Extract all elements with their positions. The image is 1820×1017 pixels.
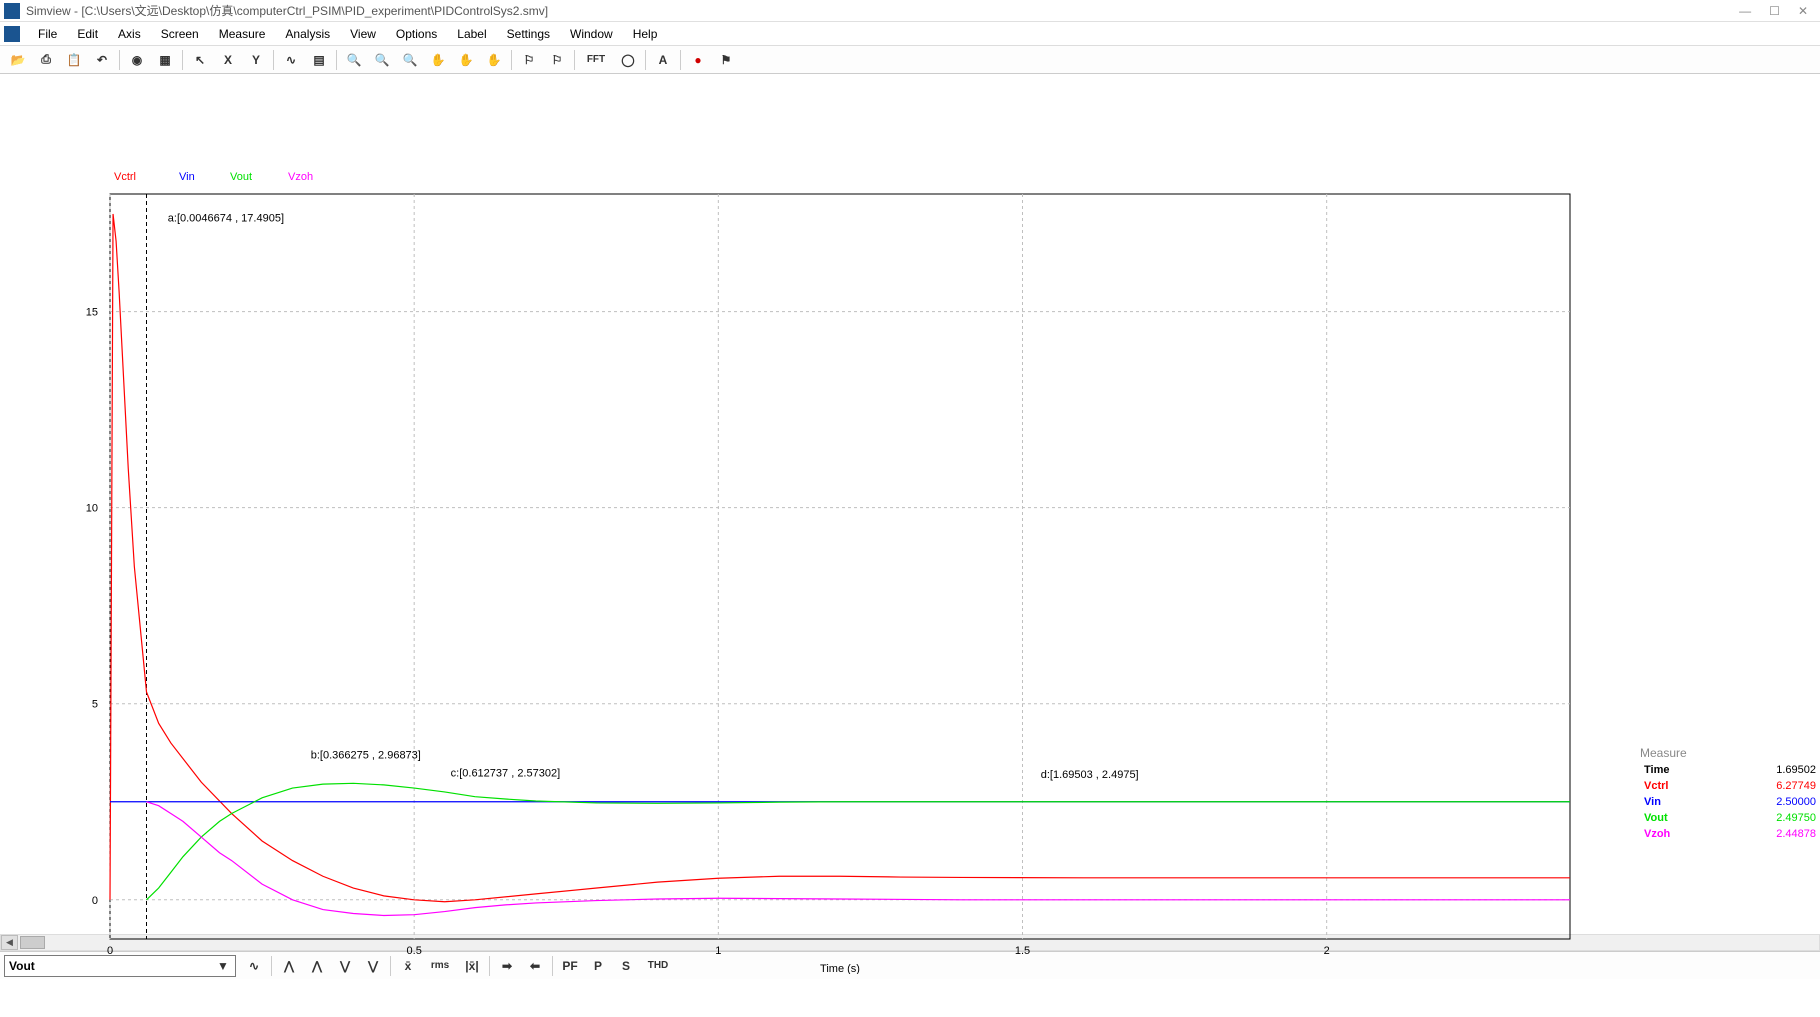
svg-text:0: 0 (92, 895, 98, 907)
doc-icon (4, 26, 20, 42)
grab-icon[interactable]: ✋ (481, 48, 507, 72)
svg-text:0.5: 0.5 (407, 945, 422, 957)
open-icon[interactable]: 📂 (5, 48, 31, 72)
menu-bar: FileEditAxisScreenMeasureAnalysisViewOpt… (0, 22, 1820, 46)
menu-window[interactable]: Window (560, 24, 623, 44)
top-toolbar: 📂⎙📋↶◉▦↖XY∿▤🔍🔍🔍✋✋✋⚐⚐FFT◯A●⚑ (0, 46, 1820, 74)
circle-icon[interactable]: ◯ (615, 48, 641, 72)
zoom-in-icon[interactable]: 🔍 (369, 48, 395, 72)
record-icon[interactable]: ● (685, 48, 711, 72)
maximize-button[interactable]: ☐ (1769, 4, 1780, 18)
menu-label[interactable]: Label (447, 24, 496, 44)
data-icon[interactable]: ▦ (152, 48, 178, 72)
curve-icon[interactable]: ∿ (278, 48, 304, 72)
window-controls: — ☐ ✕ (1739, 4, 1816, 18)
y-axis-btn[interactable]: Y (243, 48, 269, 72)
menu-axis[interactable]: Axis (108, 24, 151, 44)
pan-icon[interactable]: ✋ (425, 48, 451, 72)
zoom-out-icon[interactable]: 🔍 (397, 48, 423, 72)
measure-row-time: Time1.69502 (1640, 762, 1820, 778)
marker-icon[interactable]: ⚐ (516, 48, 542, 72)
chart-canvas[interactable]: 0 0.5 1 1.5 2 0 5 10 15 Time (s) Vctrl Vin Vout Vzoh a… (0, 74, 1820, 974)
svg-text:Time (s): Time (s) (820, 963, 860, 974)
svg-text:c:[0.612737 , 2.57302]: c:[0.612737 , 2.57302] (451, 767, 560, 779)
app-icon (4, 3, 20, 19)
measure-row-vin: Vin2.50000 (1640, 794, 1820, 810)
print-icon[interactable]: ⎙ (33, 48, 59, 72)
arrow-icon[interactable]: ↖ (187, 48, 213, 72)
title-bar: Simview - [C:\Users\文远\Desktop\仿真\comput… (0, 0, 1820, 22)
x-axis-btn[interactable]: X (215, 48, 241, 72)
svg-text:2: 2 (1324, 945, 1330, 957)
svg-text:Vin: Vin (179, 171, 195, 183)
measure-panel: Measure Time1.69502Vctrl6.27749Vin2.5000… (1640, 744, 1820, 842)
hand-icon[interactable]: ✋ (453, 48, 479, 72)
menu-measure[interactable]: Measure (209, 24, 276, 44)
menu-screen[interactable]: Screen (151, 24, 209, 44)
clipboard-icon[interactable]: 📋 (61, 48, 87, 72)
menu-help[interactable]: Help (623, 24, 668, 44)
svg-text:a:[0.0046674 , 17.4905]: a:[0.0046674 , 17.4905] (168, 212, 284, 224)
undo-icon[interactable]: ↶ (89, 48, 115, 72)
marker2-icon[interactable]: ⚐ (544, 48, 570, 72)
menu-analysis[interactable]: Analysis (275, 24, 340, 44)
flag-icon[interactable]: ⚑ (713, 48, 739, 72)
measure-title: Measure (1640, 744, 1820, 762)
menu-file[interactable]: File (28, 24, 67, 44)
svg-text:Vout: Vout (230, 171, 252, 183)
menu-options[interactable]: Options (386, 24, 447, 44)
svg-text:d:[1.69503 , 2.4975]: d:[1.69503 , 2.4975] (1041, 769, 1139, 781)
fft-btn[interactable]: FFT (579, 48, 613, 72)
svg-text:10: 10 (86, 503, 98, 515)
svg-text:5: 5 (92, 699, 98, 711)
screen-icon[interactable]: ▤ (306, 48, 332, 72)
text-icon[interactable]: A (650, 48, 676, 72)
svg-text:15: 15 (86, 307, 98, 319)
svg-text:0: 0 (107, 945, 113, 957)
close-button[interactable]: ✕ (1798, 4, 1808, 18)
zoom-icon[interactable]: 🔍 (341, 48, 367, 72)
svg-text:b:[0.366275 , 2.96873]: b:[0.366275 , 2.96873] (311, 750, 421, 762)
svg-text:Vctrl: Vctrl (114, 171, 136, 183)
menu-view[interactable]: View (340, 24, 386, 44)
plot-region: 00.511.52051015Time (s)VctrlVinVoutVzoha… (0, 74, 1820, 934)
svg-text:1.5: 1.5 (1015, 945, 1030, 957)
refresh-icon[interactable]: ◉ (124, 48, 150, 72)
menu-edit[interactable]: Edit (67, 24, 108, 44)
menu-settings[interactable]: Settings (497, 24, 560, 44)
minimize-button[interactable]: — (1739, 4, 1751, 18)
measure-row-vout: Vout2.49750 (1640, 810, 1820, 826)
measure-row-vctrl: Vctrl6.27749 (1640, 778, 1820, 794)
svg-text:Vzoh: Vzoh (288, 171, 313, 183)
svg-text:1: 1 (715, 945, 721, 957)
window-title: Simview - [C:\Users\文远\Desktop\仿真\comput… (26, 2, 548, 19)
measure-row-vzoh: Vzoh2.44878 (1640, 826, 1820, 842)
